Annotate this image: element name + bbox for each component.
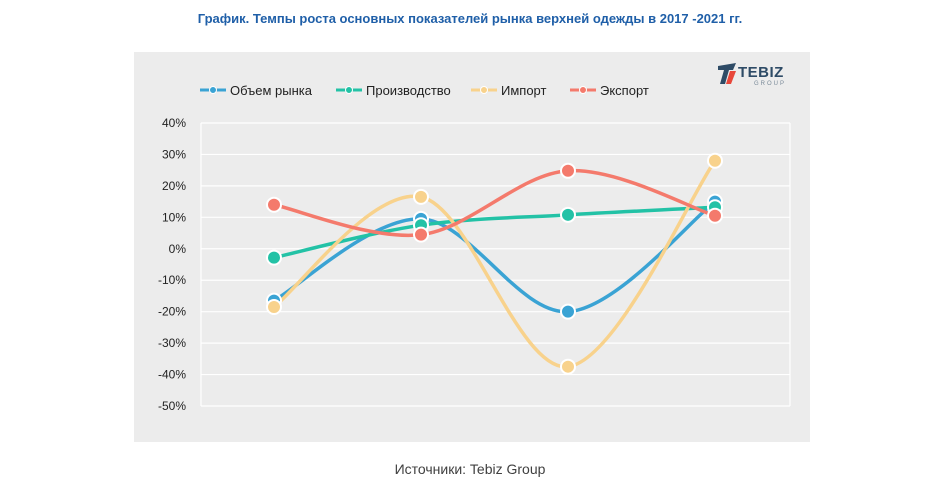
y-axis-ticks: -50% -40% -30% -20% -10% 0% 10% 20% 30% 40% bbox=[158, 116, 186, 413]
data-point bbox=[413, 188, 429, 205]
legend-swatch-point bbox=[209, 86, 217, 94]
logo-word: TEBIZ bbox=[738, 64, 784, 81]
legend-swatch-point bbox=[480, 86, 488, 94]
legend: Объем рынка Производство Импорт Экспорт bbox=[200, 83, 649, 98]
gridlines bbox=[200, 122, 791, 407]
y-tick-label: 30% bbox=[162, 147, 186, 161]
y-tick-label: -50% bbox=[158, 399, 186, 413]
series-line bbox=[272, 158, 717, 369]
legend-label: Производство bbox=[366, 83, 451, 98]
y-tick-label: -30% bbox=[158, 336, 186, 350]
y-tick-label: 20% bbox=[162, 179, 186, 193]
legend-label: Экспорт bbox=[600, 83, 649, 98]
data-point bbox=[560, 358, 576, 375]
data-point bbox=[707, 207, 723, 224]
y-tick-label: -40% bbox=[158, 368, 186, 382]
logo-mark-icon bbox=[718, 63, 736, 84]
data-point bbox=[560, 303, 576, 320]
tebiz-logo: TEBIZ GROUP bbox=[716, 62, 796, 92]
y-tick-label: -10% bbox=[158, 273, 186, 287]
legend-label: Импорт bbox=[501, 83, 546, 98]
series-lines bbox=[272, 158, 717, 369]
legend-swatch-point bbox=[579, 86, 587, 94]
data-point bbox=[266, 298, 282, 315]
chart-title: График. Темпы роста основных показателей… bbox=[197, 11, 743, 26]
series-points bbox=[266, 152, 723, 375]
data-point bbox=[560, 162, 576, 179]
source-note: Источники: Tebiz Group bbox=[394, 461, 546, 477]
series-line bbox=[272, 205, 717, 260]
data-point bbox=[266, 196, 282, 213]
y-tick-label: 40% bbox=[162, 116, 186, 130]
legend-swatch-point bbox=[345, 86, 353, 94]
y-tick-label: -20% bbox=[158, 305, 186, 319]
y-tick-label: 0% bbox=[169, 242, 187, 256]
data-point bbox=[266, 249, 282, 266]
y-tick-label: 10% bbox=[162, 210, 186, 224]
data-point bbox=[560, 206, 576, 223]
logo-subtitle: GROUP bbox=[754, 81, 787, 87]
data-point bbox=[413, 226, 429, 243]
series-line bbox=[272, 199, 717, 314]
legend-label: Объем рынка bbox=[230, 83, 313, 98]
series-line bbox=[272, 169, 717, 238]
data-point bbox=[707, 152, 723, 169]
